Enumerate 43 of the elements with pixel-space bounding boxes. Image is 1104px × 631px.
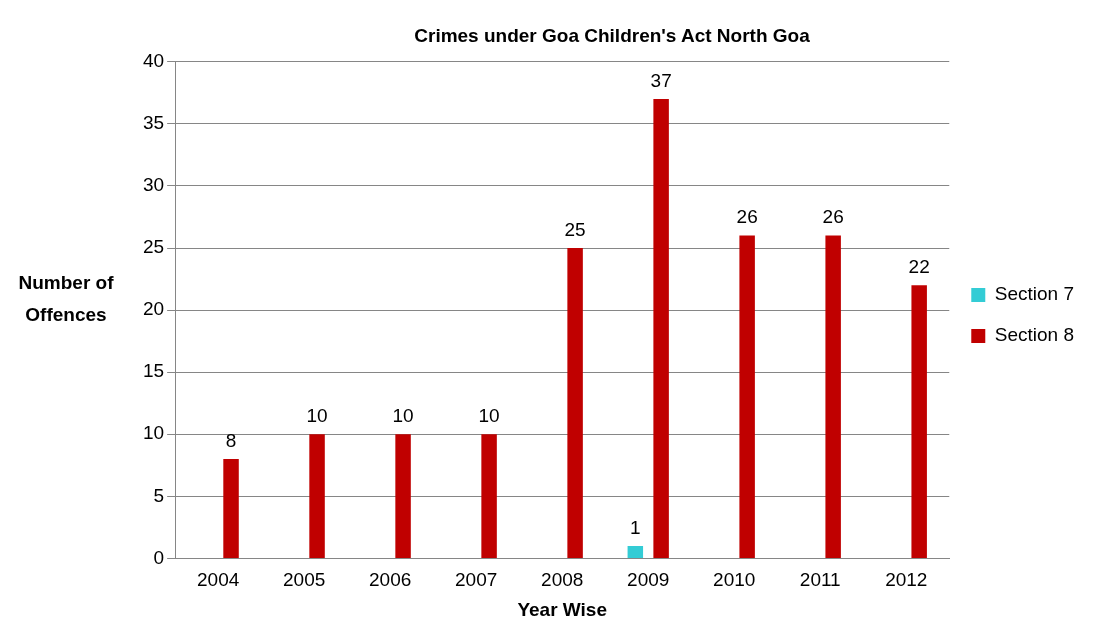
y-tick-label: 25 bbox=[142, 236, 165, 258]
data-label: 1 bbox=[630, 516, 641, 538]
data-label: 26 bbox=[736, 206, 758, 228]
x-tick-label: 2004 bbox=[197, 569, 240, 591]
x-tick-label: 2005 bbox=[283, 569, 326, 591]
y-tick-label: 5 bbox=[153, 484, 165, 506]
bar bbox=[911, 285, 927, 558]
bar bbox=[309, 434, 325, 558]
bar bbox=[481, 434, 497, 558]
y-axis-title: Number of Offences bbox=[18, 272, 115, 326]
bar bbox=[825, 235, 841, 558]
x-tick-label: 2012 bbox=[885, 569, 928, 591]
x-axis-title: Year Wise bbox=[517, 598, 608, 620]
data-label: 8 bbox=[225, 429, 237, 451]
x-tick-label: 2006 bbox=[369, 569, 412, 591]
data-label: 37 bbox=[650, 69, 672, 91]
y-tick-label: 10 bbox=[142, 422, 165, 444]
data-label: 22 bbox=[908, 256, 930, 277]
bar bbox=[739, 235, 755, 558]
x-tick-label: 2009 bbox=[627, 569, 670, 591]
legend-label: Section 7 bbox=[994, 283, 1075, 305]
data-label: 10 bbox=[478, 404, 500, 426]
bar bbox=[567, 248, 583, 558]
y-tick-label: 35 bbox=[142, 112, 165, 134]
y-tick-label: 0 bbox=[153, 546, 165, 568]
chart-title: Crimes under Goa Children's Act North Goa bbox=[414, 24, 811, 46]
x-tick-label: 2010 bbox=[713, 569, 756, 591]
y-tick-label: 40 bbox=[142, 50, 165, 72]
bar bbox=[627, 545, 644, 558]
y-tick-label: 15 bbox=[142, 360, 165, 382]
x-tick-label: 2007 bbox=[455, 569, 498, 591]
bar bbox=[653, 99, 669, 558]
x-tick-label: 2008 bbox=[541, 569, 584, 591]
bar bbox=[395, 434, 411, 558]
data-label: 10 bbox=[392, 404, 414, 426]
x-tick-label: 2011 bbox=[799, 569, 841, 591]
legend-label: Section 8 bbox=[994, 324, 1075, 346]
data-label: 25 bbox=[564, 218, 586, 240]
bar bbox=[223, 459, 239, 558]
data-label: 26 bbox=[822, 206, 844, 228]
data-label: 10 bbox=[306, 404, 328, 426]
y-tick-label: 20 bbox=[142, 298, 165, 320]
y-tick-label: 30 bbox=[142, 174, 165, 196]
